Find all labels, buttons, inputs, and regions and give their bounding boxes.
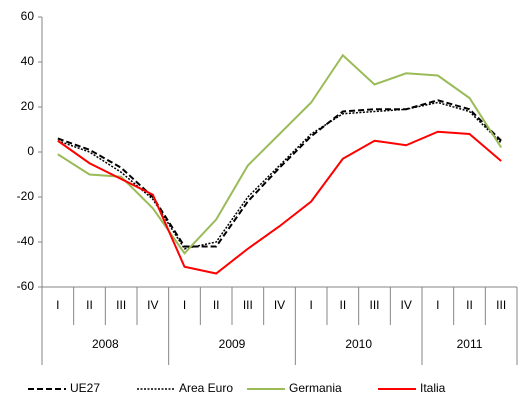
x-tick-label: III (369, 298, 379, 312)
group-label: 2009 (219, 337, 246, 351)
y-tick-label: -60 (17, 279, 35, 293)
group-label: 2008 (92, 337, 119, 351)
x-tick-label: II (86, 298, 93, 312)
x-tick-label: III (243, 298, 253, 312)
group-label: 2011 (457, 337, 483, 351)
series-line (57, 53, 503, 255)
x-tick-label: I (183, 298, 186, 312)
y-tick-label: 20 (21, 99, 35, 113)
x-tick-label: II (213, 298, 220, 312)
x-tick-label: IV (400, 298, 411, 312)
y-tick-label: 0 (27, 144, 34, 158)
y-tick-label: -20 (17, 189, 35, 203)
legend-label: Germania (289, 381, 342, 395)
x-tick-label: IV (274, 298, 285, 312)
x-tick-label: IV (147, 298, 158, 312)
group-label: 2010 (345, 337, 372, 351)
x-tick-label: II (339, 298, 346, 312)
legend-label: Area Euro (179, 381, 233, 395)
x-tick-label: III (496, 298, 506, 312)
y-tick-label: -40 (17, 234, 35, 248)
series-line (57, 101, 502, 250)
x-tick-label: II (466, 298, 473, 312)
series-line (57, 130, 502, 275)
y-tick-label: 40 (21, 54, 35, 68)
x-tick-label: I (309, 298, 312, 312)
x-tick-label: I (56, 298, 59, 312)
x-tick-label: I (436, 298, 439, 312)
x-tick-label: III (116, 298, 126, 312)
legend-label: UE27 (70, 381, 100, 395)
series-line (57, 99, 502, 248)
legend-label: Italia (420, 381, 446, 395)
y-tick-label: 60 (21, 9, 35, 23)
